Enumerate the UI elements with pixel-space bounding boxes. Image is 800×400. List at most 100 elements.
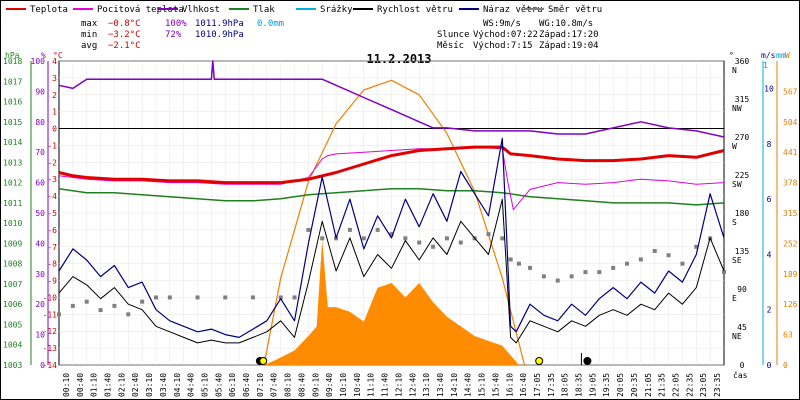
wind-direction-point [508,257,513,262]
axis-ms-tick: 6 [767,195,772,204]
axis-x-tick: 09:40 [325,373,334,397]
wind-direction-point [153,295,158,300]
axis-pct-tick: 100 [31,57,46,66]
axis-pct-tick: 20 [35,300,45,309]
stat-min-temp: −3.2°C [108,30,141,40]
wind-gust-info: WG:10.8m/s [539,19,593,29]
axis-temp-tick: 3 [52,74,57,83]
axis-temp-tick: -5 [47,209,57,218]
axis-x-tick: 19:35 [602,373,611,397]
axis-wm2-label: W [785,51,790,60]
wind-direction-point [444,236,449,241]
axis-ms-label: m/s [761,51,776,60]
axis-x-tick: 01:10 [90,373,99,397]
axis-x-tick: 11:40 [381,373,390,397]
wind-direction-point [70,303,75,308]
axis-pct-tick: 70 [35,148,45,157]
axis-x-tick: 04:40 [187,373,196,397]
wind-direction-point [320,236,325,241]
wind-direction-point [597,270,602,275]
axis-hpa-tick: 1003 [3,361,22,370]
axis-dir-name: SE [732,256,742,265]
sun-label: Slunce [437,30,470,40]
wind-direction-point [500,236,505,241]
wind-direction-point [486,232,491,237]
axis-hpa-tick: 1016 [3,98,22,107]
axis-x-tick: 12:40 [408,373,417,397]
axis-hpa-tick: 1012 [3,179,22,188]
wind-direction-point [112,303,117,308]
axis-wm2-tick: 567 [783,87,798,96]
axis-x-tick: 07:40 [270,373,279,397]
axis-wm2-tick: 126 [783,300,798,309]
axis-hpa-tick: 1007 [3,280,22,289]
axis-x-tick: 06:10 [228,373,237,397]
axis-ms-tick: 8 [767,140,772,149]
axis-temp-tick: -10 [43,293,58,302]
axis-temp-tick: -12 [43,327,58,336]
axis-temp-tick: -9 [47,277,57,286]
wind-direction-point [375,227,380,232]
axis-x-tick: 07:10 [256,373,265,397]
axis-dir-tick: 225 [735,171,750,180]
wind-direction-point [541,274,546,279]
axis-temp-tick: -8 [47,260,57,269]
series-clear-sky-radiation [263,79,526,366]
axis-hpa-tick: 1004 [3,341,22,350]
axis-hpa-tick: 1006 [3,300,22,309]
axis-x-tick: 22:05 [672,373,681,397]
legend-label: Rychlost větru [377,5,453,15]
wind-direction-point [722,270,726,275]
series-humidity [58,60,725,138]
sunrise-label: Východ:07:22 [473,30,538,40]
axis-wm2-tick: 504 [783,118,798,127]
axis-temp-label: °C [53,51,63,60]
stat-min-humidity: 72% [165,30,182,40]
wind-direction-point [84,299,89,304]
axis-temp-tick: -7 [47,243,57,252]
axis-dir-name: SW [732,180,742,189]
axis-x-tick: 23:35 [713,373,722,397]
axis-pct-tick: 80 [35,118,45,127]
axis-x-tick: 18:05 [561,373,570,397]
axis-temp-tick: -4 [47,192,57,201]
axis-hpa-tick: 1009 [3,239,22,248]
axis-x-tick: 13:40 [436,373,445,397]
axis-x-tick: 00:40 [76,373,85,397]
axis-dir-tick: 45 [737,323,747,332]
wind-direction-point [278,295,283,300]
axis-x-tick: 21:35 [658,373,667,397]
wind-direction-point [306,227,311,232]
moonrise-label: Východ:7:15 [473,41,533,51]
axis-dir-tick: 0 [740,361,745,370]
axis-x-label: čas [733,370,748,380]
moon-label: Měsíc [437,41,464,51]
axis-pct-tick: 30 [35,270,45,279]
axis-x-tick: 12:10 [394,373,403,397]
axis-x-tick: 13:10 [422,373,431,397]
axis-wm2-tick: 252 [783,239,798,248]
axis-mm-tick: 1 [763,61,768,70]
axis-x-tick: 17:35 [547,373,556,397]
axis-dir-name: NE [732,332,742,341]
axis-x-tick: 16:40 [519,373,528,397]
wind-direction-point [569,274,574,279]
axis-x-tick: 06:40 [242,373,251,397]
axis-wm2-tick: 189 [783,270,798,279]
axis-temp-tick: -1 [47,141,57,150]
axis-temp-tick: -14 [43,361,58,370]
stat-min-label: min [81,30,97,40]
axis-hpa-tick: 1014 [3,138,22,147]
axis-x-tick: 02:10 [117,373,126,397]
axis-x-tick: 03:10 [145,373,154,397]
legend-label: Tlak [253,5,275,15]
series-wind-gust [58,137,725,338]
wind-direction-point [347,227,352,232]
wind-direction-point [528,265,533,270]
axis-hpa-tick: 1011 [3,199,22,208]
axis-pct-label: % [41,51,46,60]
axis-hpa-label: hPa [5,51,20,60]
axis-wm2-tick: 315 [783,209,798,218]
sunset-label: Západ:17:20 [539,30,599,40]
